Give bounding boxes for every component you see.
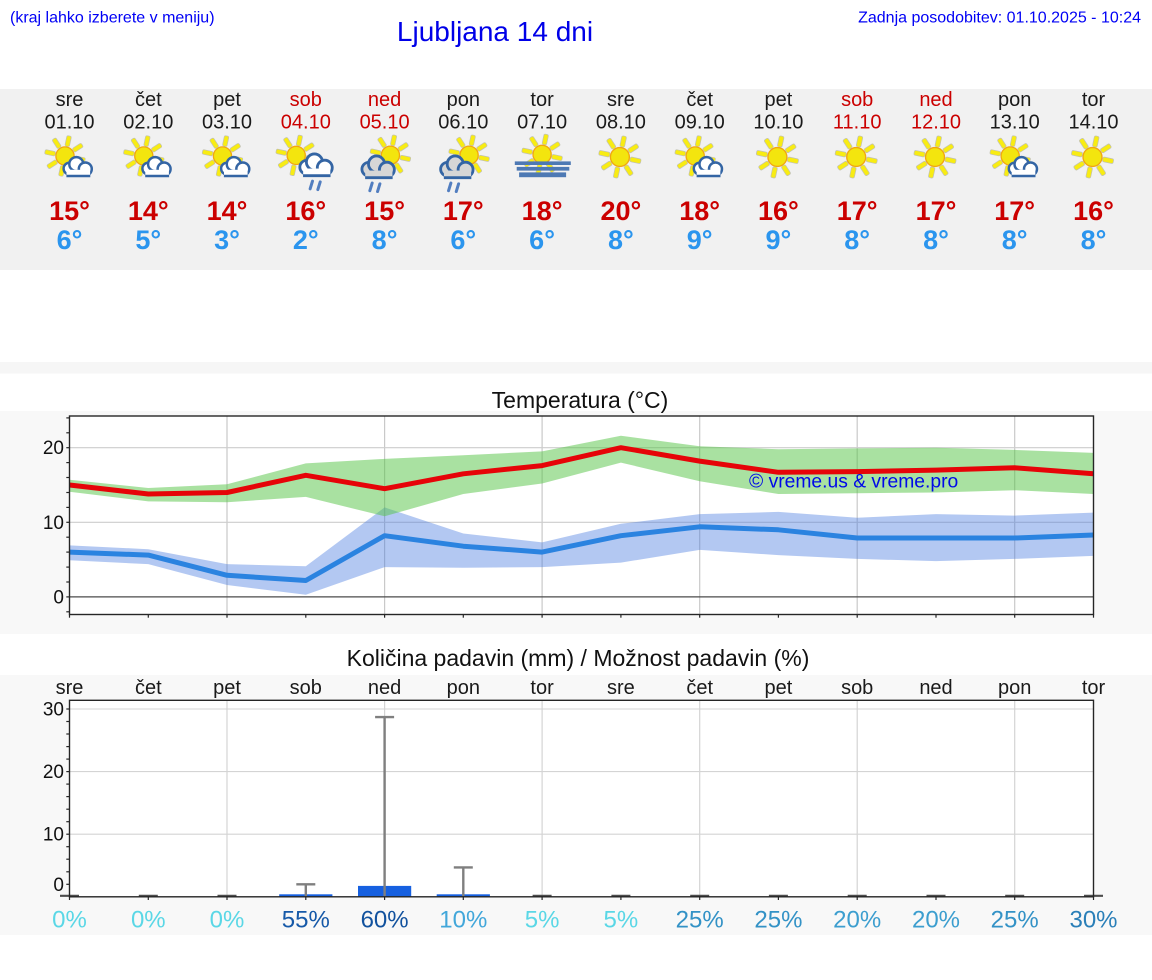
svg-text:pon: pon [447, 677, 480, 699]
svg-text:0: 0 [53, 875, 64, 896]
svg-text:20: 20 [43, 762, 64, 783]
svg-text:30%: 30% [1069, 907, 1117, 934]
svg-text:13.10: 13.10 [990, 112, 1040, 134]
svg-text:14.10: 14.10 [1068, 112, 1118, 134]
svg-text:25%: 25% [676, 907, 724, 934]
svg-text:10: 10 [43, 825, 64, 846]
svg-text:ned: ned [919, 677, 952, 699]
svg-text:02.10: 02.10 [123, 112, 173, 134]
svg-text:ned: ned [368, 89, 401, 111]
svg-text:20°: 20° [600, 196, 641, 226]
svg-text:55%: 55% [282, 907, 330, 934]
svg-text:tor: tor [530, 89, 554, 111]
svg-text:Temperatura (°C): Temperatura (°C) [492, 387, 669, 413]
svg-text:60%: 60% [361, 907, 409, 934]
svg-text:17°: 17° [916, 196, 957, 226]
svg-text:sob: sob [841, 89, 873, 111]
svg-text:pet: pet [213, 89, 241, 111]
svg-text:tor: tor [1082, 89, 1106, 111]
svg-text:8°: 8° [372, 225, 398, 255]
svg-text:16°: 16° [285, 196, 326, 226]
svg-text:8°: 8° [844, 225, 870, 255]
svg-text:sre: sre [607, 677, 635, 699]
svg-text:sre: sre [56, 677, 84, 699]
svg-text:10%: 10% [439, 907, 487, 934]
svg-text:11.10: 11.10 [833, 112, 882, 134]
svg-text:25%: 25% [991, 907, 1039, 934]
svg-text:17°: 17° [837, 196, 878, 226]
svg-text:0: 0 [53, 587, 64, 608]
svg-text:20: 20 [43, 438, 64, 459]
svg-text:8°: 8° [608, 225, 634, 255]
svg-text:Zadnja posodobitev: 01.10.2025: Zadnja posodobitev: 01.10.2025 - 10:24 [858, 10, 1141, 27]
svg-text:8°: 8° [1002, 225, 1028, 255]
svg-text:10: 10 [43, 513, 64, 534]
svg-text:03.10: 03.10 [202, 112, 252, 134]
svg-text:09.10: 09.10 [675, 112, 725, 134]
svg-text:čet: čet [686, 677, 713, 699]
svg-text:(kraj lahko izberete v meniju): (kraj lahko izberete v meniju) [10, 10, 215, 27]
svg-text:5%: 5% [604, 907, 639, 934]
svg-text:17°: 17° [443, 196, 484, 226]
svg-text:čet: čet [135, 89, 162, 111]
svg-text:9°: 9° [687, 225, 713, 255]
svg-text:10.10: 10.10 [753, 112, 803, 134]
svg-text:14°: 14° [207, 196, 248, 226]
svg-text:20%: 20% [912, 907, 960, 934]
svg-text:5%: 5% [525, 907, 560, 934]
svg-text:3°: 3° [214, 225, 240, 255]
svg-text:16°: 16° [1073, 196, 1114, 226]
svg-text:sre: sre [56, 89, 84, 111]
svg-text:20%: 20% [833, 907, 881, 934]
svg-text:18°: 18° [679, 196, 720, 226]
svg-text:6°: 6° [450, 225, 476, 255]
svg-text:05.10: 05.10 [360, 112, 410, 134]
svg-text:6°: 6° [529, 225, 555, 255]
svg-text:25%: 25% [754, 907, 802, 934]
svg-text:Količina padavin (mm) / Možnos: Količina padavin (mm) / Možnost padavin … [347, 645, 810, 671]
svg-text:6°: 6° [57, 225, 83, 255]
svg-text:30: 30 [43, 700, 64, 721]
svg-text:pon: pon [998, 677, 1031, 699]
svg-text:tor: tor [530, 677, 554, 699]
svg-text:ned: ned [368, 677, 401, 699]
svg-text:Ljubljana 14 dni: Ljubljana 14 dni [397, 16, 593, 47]
svg-text:12.10: 12.10 [911, 112, 961, 134]
svg-text:0%: 0% [52, 907, 87, 934]
svg-text:04.10: 04.10 [281, 112, 331, 134]
svg-text:17°: 17° [994, 196, 1035, 226]
svg-text:8°: 8° [1081, 225, 1107, 255]
svg-text:pon: pon [447, 89, 480, 111]
svg-text:15°: 15° [49, 196, 90, 226]
svg-text:sob: sob [290, 89, 322, 111]
svg-text:5°: 5° [135, 225, 161, 255]
svg-text:07.10: 07.10 [517, 112, 567, 134]
svg-text:pet: pet [764, 89, 792, 111]
svg-text:0%: 0% [210, 907, 245, 934]
svg-text:pon: pon [998, 89, 1031, 111]
svg-text:9°: 9° [765, 225, 791, 255]
svg-text:pet: pet [213, 677, 241, 699]
svg-text:06.10: 06.10 [438, 112, 488, 134]
svg-text:sob: sob [290, 677, 322, 699]
svg-text:sob: sob [841, 677, 873, 699]
svg-text:08.10: 08.10 [596, 112, 646, 134]
svg-text:14°: 14° [128, 196, 169, 226]
svg-text:16°: 16° [758, 196, 799, 226]
svg-text:0%: 0% [131, 907, 166, 934]
svg-text:© vreme.us & vreme.pro: © vreme.us & vreme.pro [749, 472, 958, 493]
svg-text:ned: ned [919, 89, 952, 111]
svg-text:sre: sre [607, 89, 635, 111]
svg-text:15°: 15° [364, 196, 405, 226]
svg-text:pet: pet [764, 677, 792, 699]
svg-text:01.10: 01.10 [44, 112, 94, 134]
svg-text:tor: tor [1082, 677, 1106, 699]
svg-text:18°: 18° [522, 196, 563, 226]
svg-text:2°: 2° [293, 225, 319, 255]
svg-text:čet: čet [686, 89, 713, 111]
svg-text:čet: čet [135, 677, 162, 699]
svg-text:8°: 8° [923, 225, 949, 255]
